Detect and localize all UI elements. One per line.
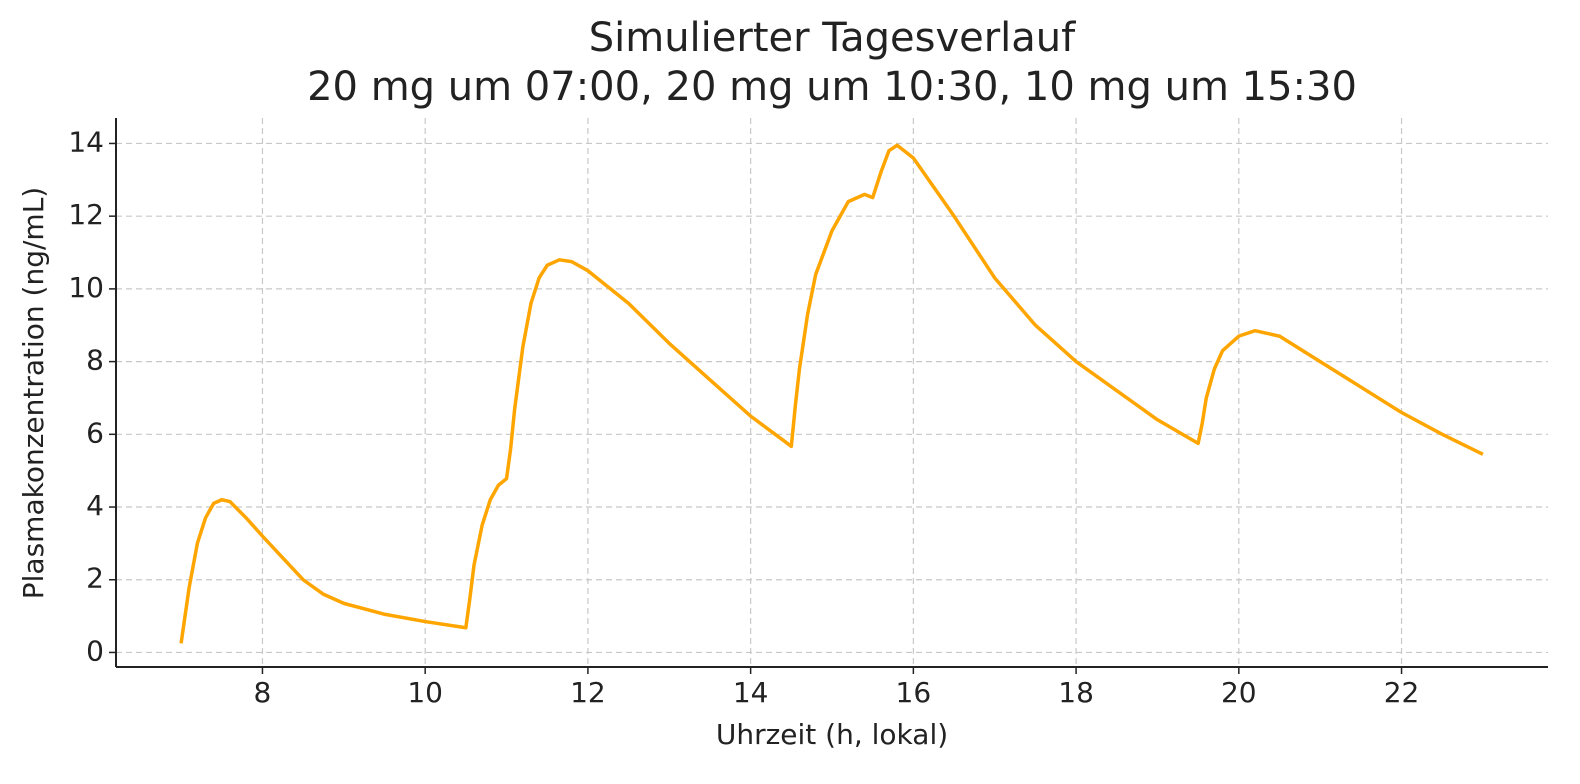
x-tick-label: 12 (570, 676, 606, 709)
chart-subtitle: 20 mg um 07:00, 20 mg um 10:30, 10 mg um… (307, 64, 1357, 110)
x-tick-label: 22 (1384, 676, 1420, 709)
data-line (179, 143, 1484, 644)
y-axis-label: Plasmakonzentration (ng/mL) (17, 187, 50, 599)
x-tick-label: 16 (896, 676, 932, 709)
y-tick-label: 10 (68, 271, 104, 304)
y-tick-label: 4 (86, 489, 104, 522)
x-axis-label: Uhrzeit (h, lokal) (716, 718, 948, 751)
y-tick-label: 12 (68, 198, 104, 231)
y-tick-label: 8 (86, 344, 104, 377)
x-tick-label: 20 (1221, 676, 1257, 709)
y-tick-label: 2 (86, 562, 104, 595)
y-tick-label: 0 (86, 634, 104, 667)
x-tick-label: 10 (407, 676, 443, 709)
chart-title: Simulierter Tagesverlauf (589, 15, 1076, 61)
x-tick-label: 18 (1058, 676, 1094, 709)
y-tick-label: 6 (86, 416, 104, 449)
y-tick-label: 14 (68, 125, 104, 158)
x-tick-label: 8 (254, 676, 272, 709)
x-tick-label: 14 (733, 676, 769, 709)
